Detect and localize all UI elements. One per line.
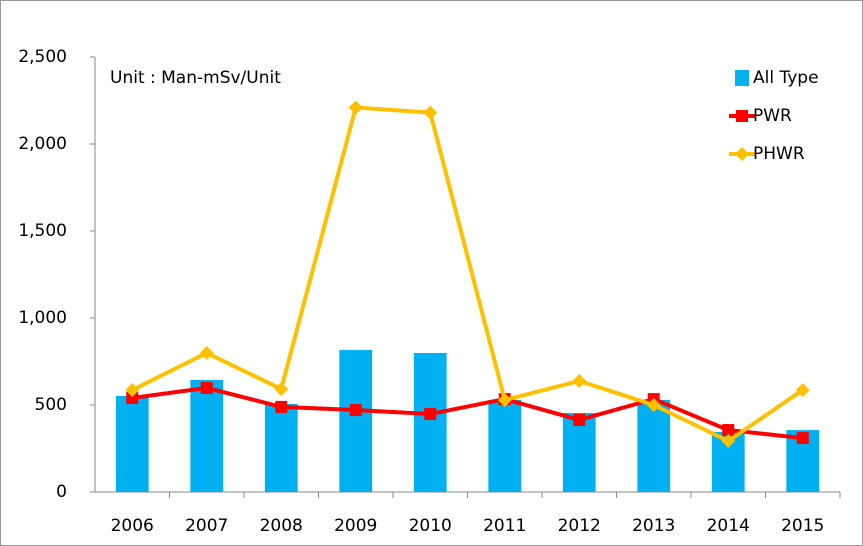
marker: [126, 392, 139, 405]
marker: [572, 373, 587, 388]
y-tick-label: 2,500: [18, 47, 67, 67]
bar: [488, 399, 522, 492]
legend-label: All Type: [753, 68, 819, 88]
marker: [275, 400, 288, 413]
bar: [562, 413, 596, 492]
y-tick-label: 2,000: [18, 134, 67, 154]
marker: [200, 381, 213, 394]
x-tick-label: 2008: [260, 516, 303, 536]
x-tick-label: 2014: [707, 516, 750, 536]
legend-label: PWR: [753, 106, 792, 126]
marker: [274, 381, 289, 396]
x-tick-label: 2012: [558, 516, 601, 536]
annotation: Unit : Man-mSv/Unit: [110, 68, 281, 88]
marker: [349, 404, 362, 417]
line: [131, 105, 804, 444]
marker: [424, 408, 437, 421]
x-tick-label: 2006: [111, 516, 154, 536]
x-tick-label: 2010: [409, 516, 452, 536]
marker: [722, 424, 735, 437]
x-tick-label: 2007: [185, 516, 228, 536]
marker: [423, 105, 438, 120]
marker: [497, 392, 512, 407]
marker: [721, 434, 736, 449]
marker: [348, 100, 363, 115]
marker: [199, 345, 214, 360]
bar: [339, 350, 373, 492]
bar: [190, 379, 224, 492]
bar: [115, 395, 149, 492]
legend-swatch: [735, 70, 749, 86]
x-tick-label: 2013: [632, 516, 675, 536]
x-tick-label: 2009: [334, 516, 377, 536]
legend-marker: [736, 110, 748, 122]
bar: [637, 399, 671, 492]
x-tick-label: 2015: [781, 516, 824, 536]
bar: [413, 352, 447, 492]
marker: [796, 432, 809, 445]
y-tick-label: 500: [35, 395, 67, 415]
legend-label: PHWR: [753, 144, 805, 164]
marker: [125, 383, 140, 398]
marker: [795, 383, 810, 398]
y-tick-label: 1,000: [18, 308, 67, 328]
y-tick-label: 1,500: [18, 221, 67, 241]
marker: [646, 398, 661, 412]
line: [131, 385, 803, 441]
bar: [264, 403, 298, 492]
x-tick-label: 2011: [483, 516, 526, 536]
legend-marker: [735, 147, 749, 161]
marker: [573, 413, 586, 426]
y-tick-label: 0: [56, 482, 67, 502]
